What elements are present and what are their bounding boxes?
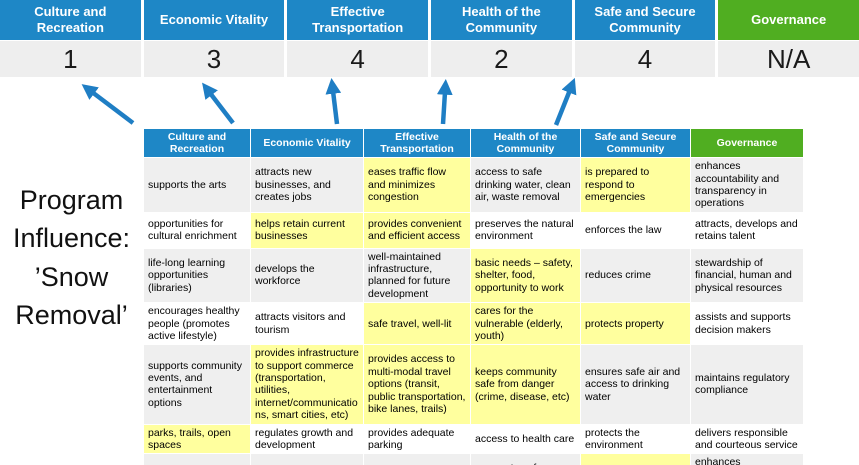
summary-category-label: Health of the Community bbox=[431, 0, 572, 40]
matrix-header-cell: Effective Transportation bbox=[363, 127, 471, 159]
summary-column: Economic Vitality 3 bbox=[143, 0, 285, 77]
matrix-cell: provides access to multi-modal travel op… bbox=[363, 344, 471, 425]
matrix-row: parks, trails, open spaces regulates grow… bbox=[143, 423, 804, 455]
matrix-row: vibrant downtownwalkable communityaccess… bbox=[143, 453, 804, 465]
matrix-cell: reduces crime bbox=[580, 247, 691, 304]
arrows-layer bbox=[81, 78, 577, 126]
matrix-cell: access to safe drinking water, clean air… bbox=[470, 453, 581, 465]
matrix-cell: well-maintained infrastructure, planned … bbox=[363, 247, 471, 304]
matrix-cell: supports the arts bbox=[143, 157, 251, 213]
matrix-header-cell: Health of the Community bbox=[470, 127, 581, 159]
matrix-header-row: Culture and Recreation Economic Vitality E… bbox=[143, 127, 804, 159]
matrix-header-cell: Culture and Recreation bbox=[143, 127, 251, 159]
matrix-cell: regulates growth and development bbox=[250, 423, 364, 455]
up-arrow-icon bbox=[202, 82, 235, 125]
matrix-cell: protects the environment bbox=[580, 423, 691, 455]
matrix-cell: assists and supports decision makers bbox=[690, 302, 804, 346]
summary-category-label: Culture and Recreation bbox=[0, 0, 141, 40]
matrix-cell: opportunities for cultural enrichment bbox=[143, 211, 251, 249]
summary-column: Governance N/A bbox=[718, 0, 859, 77]
influence-matrix: Culture and Recreation Economic Vitality E… bbox=[143, 127, 804, 465]
matrix-row: life-long learning opportunities (librar… bbox=[143, 247, 804, 304]
matrix-cell: life-long learning opportunities (librar… bbox=[143, 247, 251, 304]
matrix-cell: vibrant downtown bbox=[250, 453, 364, 465]
matrix-cell: enhances accountability and transparency… bbox=[690, 157, 804, 213]
matrix-cell: develops the workforce bbox=[250, 247, 364, 304]
matrix-cell: basic needs – safety, shelter, food, opp… bbox=[470, 247, 581, 304]
matrix-cell: access to health care bbox=[470, 423, 581, 455]
matrix-cell: maintains regulatory compliance bbox=[690, 344, 804, 425]
matrix-cell: safe travel, well-lit bbox=[363, 302, 471, 346]
matrix-row: supports community events, and entertain… bbox=[143, 344, 804, 425]
priority-summary: Culture and Recreation 1 Economic Vitality… bbox=[0, 0, 859, 77]
summary-rank-value: 2 bbox=[431, 41, 572, 77]
matrix-cell: is prepared to respond to emergencies bbox=[580, 157, 691, 213]
matrix-cell: attracts, develops and retains talent bbox=[690, 211, 804, 249]
matrix-cell: eases traffic flow and minimizes congest… bbox=[363, 157, 471, 213]
matrix-row: supports the arts attracts new businesses… bbox=[143, 157, 804, 213]
up-arrow-icon bbox=[325, 78, 342, 125]
summary-category-label: Effective Transportation bbox=[287, 0, 428, 40]
matrix-header-cell: Governance bbox=[690, 127, 804, 159]
summary-category-label: Economic Vitality bbox=[143, 0, 285, 40]
up-arrow-icon bbox=[436, 78, 453, 125]
title-line: Program bbox=[19, 185, 124, 215]
matrix-cell: provides safe travel and mobility bbox=[580, 453, 691, 465]
matrix-cell: enforces the law bbox=[580, 211, 691, 249]
matrix-header-cell: Economic Vitality bbox=[250, 127, 364, 159]
matrix-cell: provides adequate parking bbox=[363, 423, 471, 455]
summary-column: Effective Transportation 4 bbox=[287, 0, 428, 77]
summary-column: Safe and Secure Community 4 bbox=[574, 0, 716, 77]
up-arrow-icon bbox=[553, 78, 577, 126]
matrix-cell: provides infrastructure to support comme… bbox=[250, 344, 364, 425]
summary-rank-value: N/A bbox=[718, 41, 859, 77]
summary-rank-value: 3 bbox=[143, 41, 285, 77]
summary-column: Health of the Community 2 bbox=[431, 0, 572, 77]
summary-column: Culture and Recreation 1 bbox=[0, 0, 141, 77]
matrix-row: encourages healthy people (promotes acti… bbox=[143, 302, 804, 346]
title-line: Removal’ bbox=[15, 299, 128, 330]
matrix-cell bbox=[143, 453, 251, 465]
matrix-cell: stewardship of financial, human and phys… bbox=[690, 247, 804, 304]
matrix-row: opportunities for cultural enrichment hel… bbox=[143, 211, 804, 249]
matrix-cell: helps retain current businesses bbox=[250, 211, 364, 249]
matrix-cell: keeps community safe from danger (crime,… bbox=[470, 344, 581, 425]
title-line: ’Snow bbox=[34, 261, 109, 292]
matrix-header-cell: Safe and Secure Community bbox=[580, 127, 691, 159]
matrix-cell: access to safe drinking water, clean air… bbox=[470, 157, 581, 213]
summary-rank-value: 4 bbox=[287, 41, 428, 77]
matrix-cell: ensures safe air and access to drinking … bbox=[580, 344, 691, 425]
summary-category-label: Governance bbox=[718, 0, 859, 40]
program-influence-title: Program Influence: ’Snow Removal’ bbox=[0, 181, 143, 334]
matrix-cell: delivers responsible and courteous servi… bbox=[690, 423, 804, 455]
matrix-cell: enhances accountability and transparency… bbox=[690, 453, 804, 465]
matrix-cell: walkable community bbox=[363, 453, 471, 465]
matrix-cell: attracts new businesses, and creates job… bbox=[250, 157, 364, 213]
matrix-cell: protects property bbox=[580, 302, 691, 346]
matrix-cell: preserves the natural environment bbox=[470, 211, 581, 249]
matrix-cell: supports community events, and entertain… bbox=[143, 344, 251, 425]
summary-category-label: Safe and Secure Community bbox=[574, 0, 716, 40]
summary-rank-value: 4 bbox=[574, 41, 716, 77]
summary-rank-value: 1 bbox=[0, 41, 141, 77]
matrix-cell: cares for the vulnerable (elderly, youth… bbox=[470, 302, 581, 346]
up-arrow-icon bbox=[81, 84, 135, 125]
matrix-cell: attracts visitors and tourism bbox=[250, 302, 364, 346]
matrix-cell: parks, trails, open spaces bbox=[143, 423, 251, 455]
title-line: Influence: bbox=[12, 223, 131, 254]
matrix-cell: encourages healthy people (promotes acti… bbox=[143, 302, 251, 346]
matrix-cell: provides convenient and efficient access bbox=[363, 211, 471, 249]
